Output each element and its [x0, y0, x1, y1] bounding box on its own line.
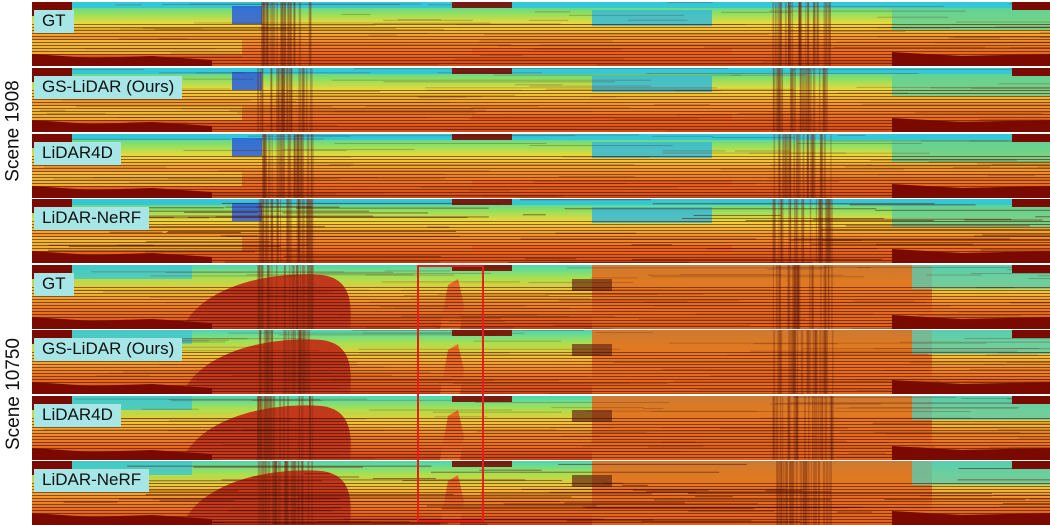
scene-1908-label: Scene 1908: [0, 0, 28, 262]
depth-map-image: [32, 461, 1050, 525]
scene-10750-text: Scene 10750: [3, 337, 24, 450]
scene-10750-label: Scene 10750: [0, 262, 28, 525]
method-tag: LiDAR4D: [34, 404, 121, 427]
method-tag: GS-LiDAR (Ours): [34, 76, 183, 99]
method-tag: LiDAR-NeRF: [34, 207, 150, 230]
depth-strip: LiDAR4D: [32, 396, 1050, 460]
depth-strip: GS-LiDAR (Ours): [32, 330, 1050, 394]
depth-map-image: [32, 2, 1050, 66]
method-tag: LiDAR-NeRF: [34, 469, 150, 492]
depth-strip: GT: [32, 2, 1050, 66]
depth-strip: LiDAR-NeRF: [32, 461, 1050, 525]
depth-strip: LiDAR-NeRF: [32, 199, 1050, 263]
depth-strip: GT: [32, 265, 1050, 329]
scene-1908-text: Scene 1908: [3, 80, 25, 182]
depth-strip: GS-LiDAR (Ours): [32, 68, 1050, 132]
depth-map-image: [32, 396, 1050, 460]
depth-map-image: [32, 134, 1050, 198]
depth-strip: LiDAR4D: [32, 134, 1050, 198]
method-tag: GT: [34, 273, 74, 296]
method-tag: LiDAR4D: [34, 142, 121, 165]
depth-map-image: [32, 265, 1050, 329]
depth-map-image: [32, 68, 1050, 132]
depth-map-image: [32, 199, 1050, 263]
method-tag: GS-LiDAR (Ours): [34, 338, 183, 361]
method-tag: GT: [34, 10, 74, 33]
depth-map-image: [32, 330, 1050, 394]
